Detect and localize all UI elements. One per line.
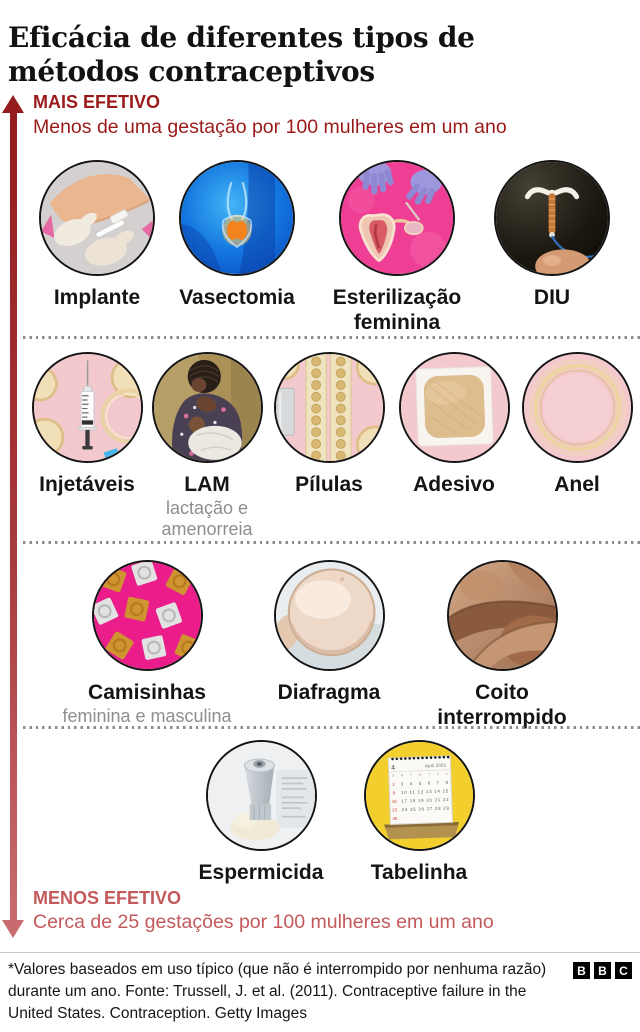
svg-text:24 25 26 27 28 29: 24 25 26 27 28 29 bbox=[401, 805, 449, 812]
separator-dotted bbox=[23, 726, 640, 729]
row-least-effective: Espermicida bbox=[0, 740, 497, 885]
method-label: Anel bbox=[554, 473, 600, 496]
row-less-effective: Camisinhas feminina e masculina Diafragm… bbox=[0, 560, 590, 730]
svg-text:23: 23 bbox=[392, 807, 398, 812]
svg-text:17 18 19 20 21 22: 17 18 19 20 21 22 bbox=[401, 797, 449, 804]
separator-dotted bbox=[23, 541, 640, 544]
row-effective: Injetáveis bbox=[0, 352, 638, 540]
vaginal-ring-photo bbox=[521, 352, 633, 463]
method-label: Adesivo bbox=[413, 473, 495, 496]
iud-image bbox=[496, 162, 608, 274]
female-sterilization-image bbox=[341, 162, 453, 274]
pills-image bbox=[275, 354, 383, 461]
withdrawal-photo bbox=[446, 560, 558, 671]
method-label: Injetáveis bbox=[39, 473, 135, 496]
bbc-logo-letter: B bbox=[594, 962, 611, 979]
svg-text:9: 9 bbox=[392, 790, 395, 795]
method-label: Pílulas bbox=[295, 473, 363, 496]
method-adesivo: Adesivo bbox=[392, 352, 516, 497]
source-note: *Valores baseados em uso típico (que não… bbox=[8, 961, 547, 1022]
method-label: Diafragma bbox=[277, 681, 381, 704]
implant-insertion-photo bbox=[39, 160, 155, 276]
method-vasectomia: Vasectomia bbox=[162, 160, 312, 310]
breastfeeding-photo bbox=[151, 352, 263, 463]
page-title: Eficácia de diferentes tipos de métodos … bbox=[8, 20, 475, 88]
svg-text:16: 16 bbox=[391, 799, 397, 804]
method-lam: LAM lactação e amenorreia bbox=[148, 352, 266, 540]
arrow-up-icon bbox=[2, 95, 24, 113]
injectable-image bbox=[33, 354, 141, 461]
method-label: Vasectomia bbox=[179, 286, 295, 309]
separator-dotted bbox=[23, 336, 640, 339]
svg-text:S M T W T F S: S M T W T F S bbox=[391, 772, 447, 778]
method-diu: DIU bbox=[482, 160, 622, 310]
method-camisinhas: Camisinhas feminina e masculina bbox=[50, 560, 244, 727]
method-sublabel: feminina e masculina bbox=[62, 706, 232, 726]
arrow-down-icon bbox=[2, 920, 24, 938]
method-label: Implante bbox=[53, 286, 141, 309]
method-espermicida: Espermicida bbox=[181, 740, 341, 885]
injectable-syringe-photo bbox=[31, 352, 143, 463]
svg-text:April 2023: April 2023 bbox=[424, 763, 446, 769]
bbc-logo-letter: C bbox=[615, 962, 632, 979]
method-label: LAM bbox=[184, 473, 230, 496]
diaphragm-image bbox=[275, 562, 383, 669]
method-injetaveis: Injetáveis bbox=[26, 352, 148, 497]
least-effective-subtitle: Cerca de 25 gestações por 100 mulheres e… bbox=[33, 911, 494, 933]
footer-divider bbox=[0, 952, 640, 953]
female-sterilization-photo bbox=[339, 160, 455, 276]
method-esterilizacao: Esterilização feminina bbox=[312, 160, 482, 335]
method-label: Tabelinha bbox=[370, 861, 468, 884]
svg-text:10 11 12 13 14 15: 10 11 12 13 14 15 bbox=[401, 788, 449, 795]
most-effective-subtitle: Menos de uma gestação por 100 mulheres e… bbox=[33, 116, 507, 138]
least-effective-label: MENOS EFETIVO bbox=[33, 888, 182, 908]
withdrawal-image bbox=[448, 562, 556, 669]
condoms-photo bbox=[91, 560, 203, 671]
method-coito: Coito interrompido bbox=[414, 560, 590, 730]
method-sublabel: lactação e amenorreia bbox=[161, 498, 253, 539]
spermicide-image bbox=[207, 742, 315, 849]
method-pilulas: Pílulas bbox=[266, 352, 392, 497]
method-label: Esterilização feminina bbox=[332, 286, 462, 334]
row-most-effective: Implante Vasectomia bbox=[0, 160, 622, 335]
method-implante: Implante bbox=[32, 160, 162, 310]
implant-image bbox=[41, 162, 153, 274]
method-label: Espermicida bbox=[198, 861, 324, 884]
svg-text:2: 2 bbox=[392, 782, 395, 787]
method-label: DIU bbox=[533, 286, 571, 309]
most-effective-label: MAIS EFETIVO bbox=[33, 92, 161, 112]
condoms-image bbox=[93, 562, 201, 669]
spermicide-photo bbox=[205, 740, 317, 851]
svg-text:3 4 5 6 7 8: 3 4 5 6 7 8 bbox=[400, 780, 448, 787]
ring-image bbox=[523, 354, 631, 461]
lam-image bbox=[153, 354, 261, 461]
vasectomy-image bbox=[181, 162, 293, 274]
effectiveness-axis bbox=[10, 112, 17, 920]
pill-blister-photo bbox=[273, 352, 385, 463]
contraceptive-patch-photo bbox=[398, 352, 510, 463]
svg-text:30: 30 bbox=[392, 816, 398, 821]
bbc-logo-letter: B bbox=[573, 962, 590, 979]
patch-image bbox=[400, 354, 508, 461]
method-anel: Anel bbox=[516, 352, 638, 497]
bbc-logo: B B C bbox=[573, 962, 632, 979]
svg-text:4: 4 bbox=[391, 765, 395, 772]
method-label: Camisinhas bbox=[88, 681, 206, 704]
vasectomy-illustration bbox=[179, 160, 295, 276]
method-diafragma: Diafragma bbox=[244, 560, 414, 705]
method-label: Coito interrompido bbox=[437, 681, 567, 729]
iud-photo bbox=[494, 160, 610, 276]
diaphragm-photo bbox=[273, 560, 385, 671]
